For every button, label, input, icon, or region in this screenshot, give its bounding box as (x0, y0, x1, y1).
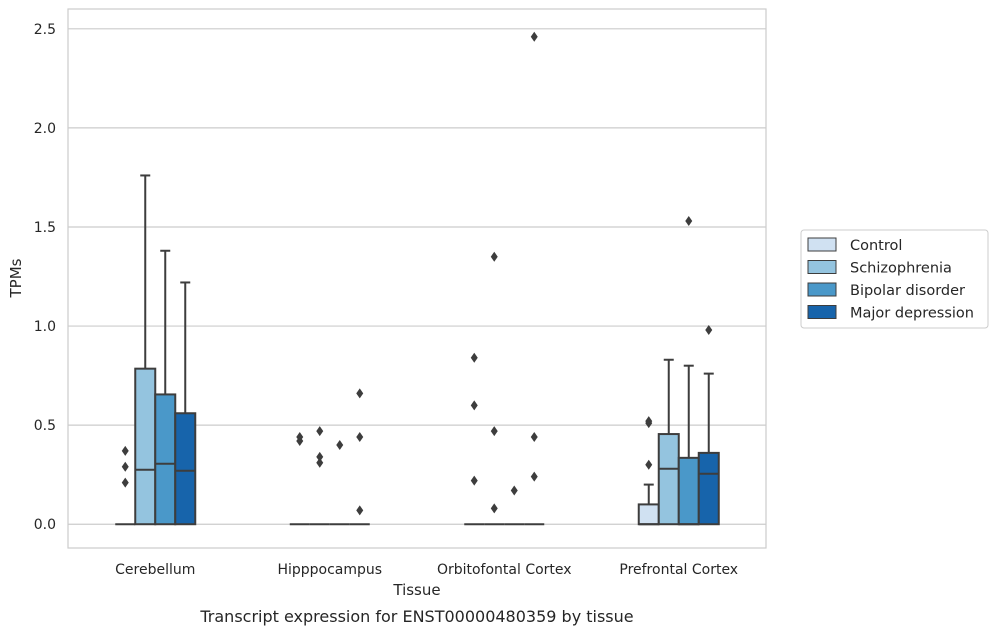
legend-swatch (807, 282, 837, 297)
outlier-point (685, 216, 693, 227)
outlier-point (530, 471, 538, 482)
outlier-point (705, 325, 713, 336)
outlier-point (121, 477, 129, 488)
box-iqr (697, 451, 720, 526)
outlier-point (121, 445, 129, 456)
legend-item: Schizophrenia (807, 260, 952, 277)
box-iqr (154, 393, 177, 526)
x-tick-labels: Cerebellum Hipppocampus Orbitofontal Corte… (115, 562, 738, 578)
outlier-point (356, 388, 364, 399)
outlier-point (316, 457, 324, 468)
legend-label: Control (850, 238, 902, 254)
x-tick-label: Prefrontal Cortex (619, 562, 738, 578)
legend-swatch (807, 305, 837, 319)
legend-frame (800, 229, 989, 329)
y-tick-labels: 0.0 0.5 1.0 1.5 2.0 2.5 (34, 22, 56, 533)
x-tick-label: Hipppocampus (277, 562, 382, 578)
box-schizophrenia (484, 251, 505, 526)
box-control (464, 352, 485, 526)
outlier-point (510, 485, 518, 496)
outlier-point (490, 426, 498, 437)
box-major-depression (524, 31, 545, 526)
box-control (289, 432, 310, 526)
x-tick-label: Orbitofontal Cortex (437, 562, 572, 578)
box-major-depression (349, 388, 370, 526)
box-iqr (174, 412, 197, 526)
y-tick-label: 0.0 (34, 517, 56, 533)
outlier-point (470, 352, 478, 363)
legend: Control Schizophrenia Bipolar disorder Majo… (800, 229, 989, 329)
box-major-depression (697, 325, 720, 526)
outlier-point (490, 251, 498, 262)
outlier-point (470, 475, 478, 486)
box-schizophrenia (657, 358, 680, 526)
chart-caption: Transcript expression for ENST0000048035… (199, 607, 633, 626)
outlier-point (121, 461, 129, 472)
box-schizophrenia (309, 426, 330, 526)
box-iqr (657, 433, 680, 526)
box-bipolar-disorder (677, 216, 700, 526)
outlier-point (316, 426, 324, 437)
legend-label: Schizophrenia (850, 261, 952, 277)
legend-item: Control (807, 237, 902, 254)
legend-swatch (807, 237, 837, 252)
x-axis-label: Tissue (392, 581, 440, 599)
outlier-point (356, 432, 364, 443)
outlier-point (645, 416, 653, 427)
y-axis-label: TPMs (7, 258, 25, 298)
legend-item: Bipolar disorder (807, 282, 965, 299)
outlier-point (316, 451, 324, 462)
y-tick-label: 1.0 (34, 319, 56, 335)
y-tick-label: 2.0 (34, 121, 56, 137)
box-bipolar-disorder (504, 485, 525, 526)
box-control (115, 445, 136, 526)
plot-frame (67, 8, 767, 549)
y-tick-label: 1.5 (34, 220, 56, 236)
outlier-point (530, 31, 538, 42)
box-bipolar-disorder (329, 439, 350, 526)
outlier-point (296, 432, 304, 443)
box-iqr (134, 367, 157, 526)
y-tick-label: 0.5 (34, 418, 56, 434)
box-schizophrenia (134, 174, 157, 526)
legend-label: Major depression (850, 306, 974, 322)
legend-label: Bipolar disorder (850, 283, 965, 299)
box-iqr (677, 456, 700, 526)
outlier-point (470, 400, 478, 411)
box-iqr (637, 503, 660, 526)
outlier-point (356, 505, 364, 516)
outlier-point (530, 432, 538, 443)
legend-item: Major depression (807, 305, 974, 322)
box-major-depression (174, 281, 197, 526)
outlier-point (336, 439, 344, 450)
x-tick-label: Cerebellum (115, 562, 195, 578)
y-tick-label: 2.5 (34, 22, 56, 38)
outlier-point (490, 503, 498, 514)
outlier-point (645, 459, 653, 470)
boxes (115, 31, 720, 526)
legend-swatch (807, 260, 837, 274)
